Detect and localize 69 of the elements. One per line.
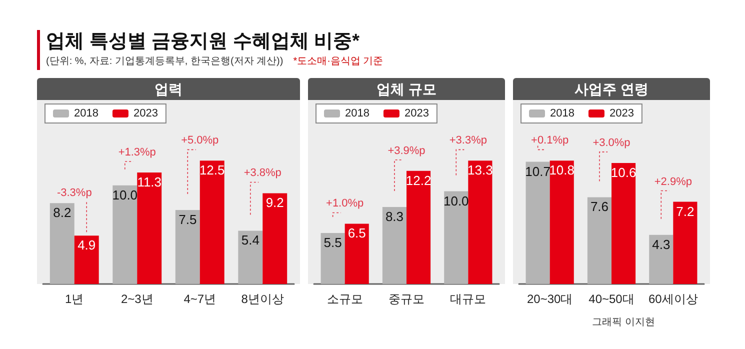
text: +3.9%p [388,144,426,157]
data-label: 7.5 [178,212,197,227]
annotation: -3.3%p [56,187,92,200]
text: +0.1%p [531,134,569,147]
legend-label: 2018 [74,108,98,120]
bar [550,160,574,284]
x-tick-label: 60세이상 [648,292,698,306]
data-label: 4.9 [78,238,96,253]
data-label: 10.8 [549,162,575,178]
legend-label: 2023 [404,108,429,120]
text: +3.0%p [592,136,630,149]
data-label: 10.0 [112,187,138,202]
data-label: 5.5 [324,234,342,250]
bar [468,160,492,284]
bar [50,203,74,284]
text: +5.0%p [181,134,219,147]
bar [587,197,612,284]
bar [137,172,162,284]
data-label: 9.2 [266,195,284,210]
bar [112,185,138,284]
text: +3.3%p [449,134,487,147]
x-tick-label: 4~7년 [184,292,216,306]
chart-subtitle: 업력 [37,78,300,100]
legend-label: 2018 [345,108,370,120]
text: *도소매·음식업 기준 [293,56,384,67]
bar [406,170,431,284]
x-tick-label: 8년이상 [241,292,284,306]
data-label: 4.3 [652,236,670,252]
bar [673,202,698,284]
legend-label: 2023 [133,108,158,120]
data-label: 11.3 [137,174,162,190]
x-tick-label: 소규모 [326,292,363,306]
x-tick-label: 중규모 [388,292,424,306]
bar [200,160,224,284]
data-label: 12.5 [199,162,225,178]
data-label: 13.3 [468,162,493,178]
text: (단위: %, 자료: 기업통계등록부, 한국은행(저자 계산)) [46,56,284,67]
x-tick-label: 20~30대 [526,292,573,306]
legend-label: 2023 [609,108,634,120]
legend-label: 2018 [550,108,574,120]
annotation: +2.9%p [654,176,692,188]
text: +1.3%p [118,146,156,159]
annotation: +3.8%p [244,167,282,180]
bar [612,162,636,284]
data-label: 8.2 [53,205,72,220]
bar [649,234,674,284]
data-label: 5.4 [241,232,260,248]
data-label: 7.2 [676,204,694,219]
bar [344,224,369,284]
annotation: +1.0%p [326,198,364,210]
bar [526,162,550,284]
bar [74,236,99,284]
data-label: 10.7 [525,164,550,179]
chart-subtitle: 업체 규모 [308,78,505,100]
bar [382,207,406,284]
bar [238,230,263,284]
data-label: 7.6 [590,199,609,214]
data-label: 6.5 [348,226,366,241]
x-tick-label: 2~3년 [120,292,154,306]
bar [262,193,288,284]
text: 그래픽 이지현 [592,316,655,329]
x-tick-label: 대규모 [450,292,486,306]
x-tick-label: 40~50대 [588,292,634,306]
chart-subtitle: 사업주 연령 [513,78,710,100]
data-label: 8.3 [385,209,404,224]
x-tick-label: 1년 [65,292,84,306]
chart-title: 업체 특성별 금융지원 수혜업체 비중* [46,30,361,54]
bar [175,210,200,284]
bar [320,233,345,284]
